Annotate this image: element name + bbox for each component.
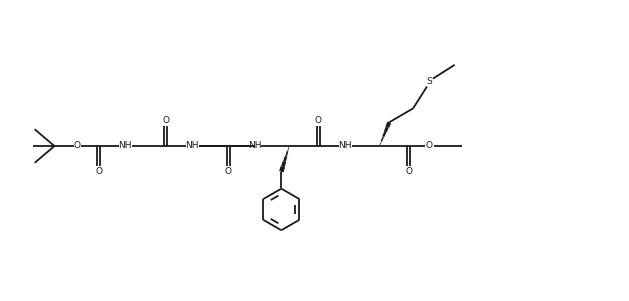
Text: NH: NH — [248, 141, 261, 150]
Text: O: O — [95, 167, 102, 176]
Text: NH: NH — [338, 141, 352, 150]
Text: O: O — [315, 116, 322, 125]
Text: O: O — [74, 141, 81, 150]
Text: O: O — [425, 141, 432, 150]
Text: O: O — [405, 167, 412, 176]
Text: S: S — [426, 77, 432, 86]
Text: O: O — [162, 116, 169, 125]
Text: NH: NH — [118, 141, 131, 150]
Text: O: O — [225, 167, 232, 176]
Text: NH: NH — [186, 141, 199, 150]
